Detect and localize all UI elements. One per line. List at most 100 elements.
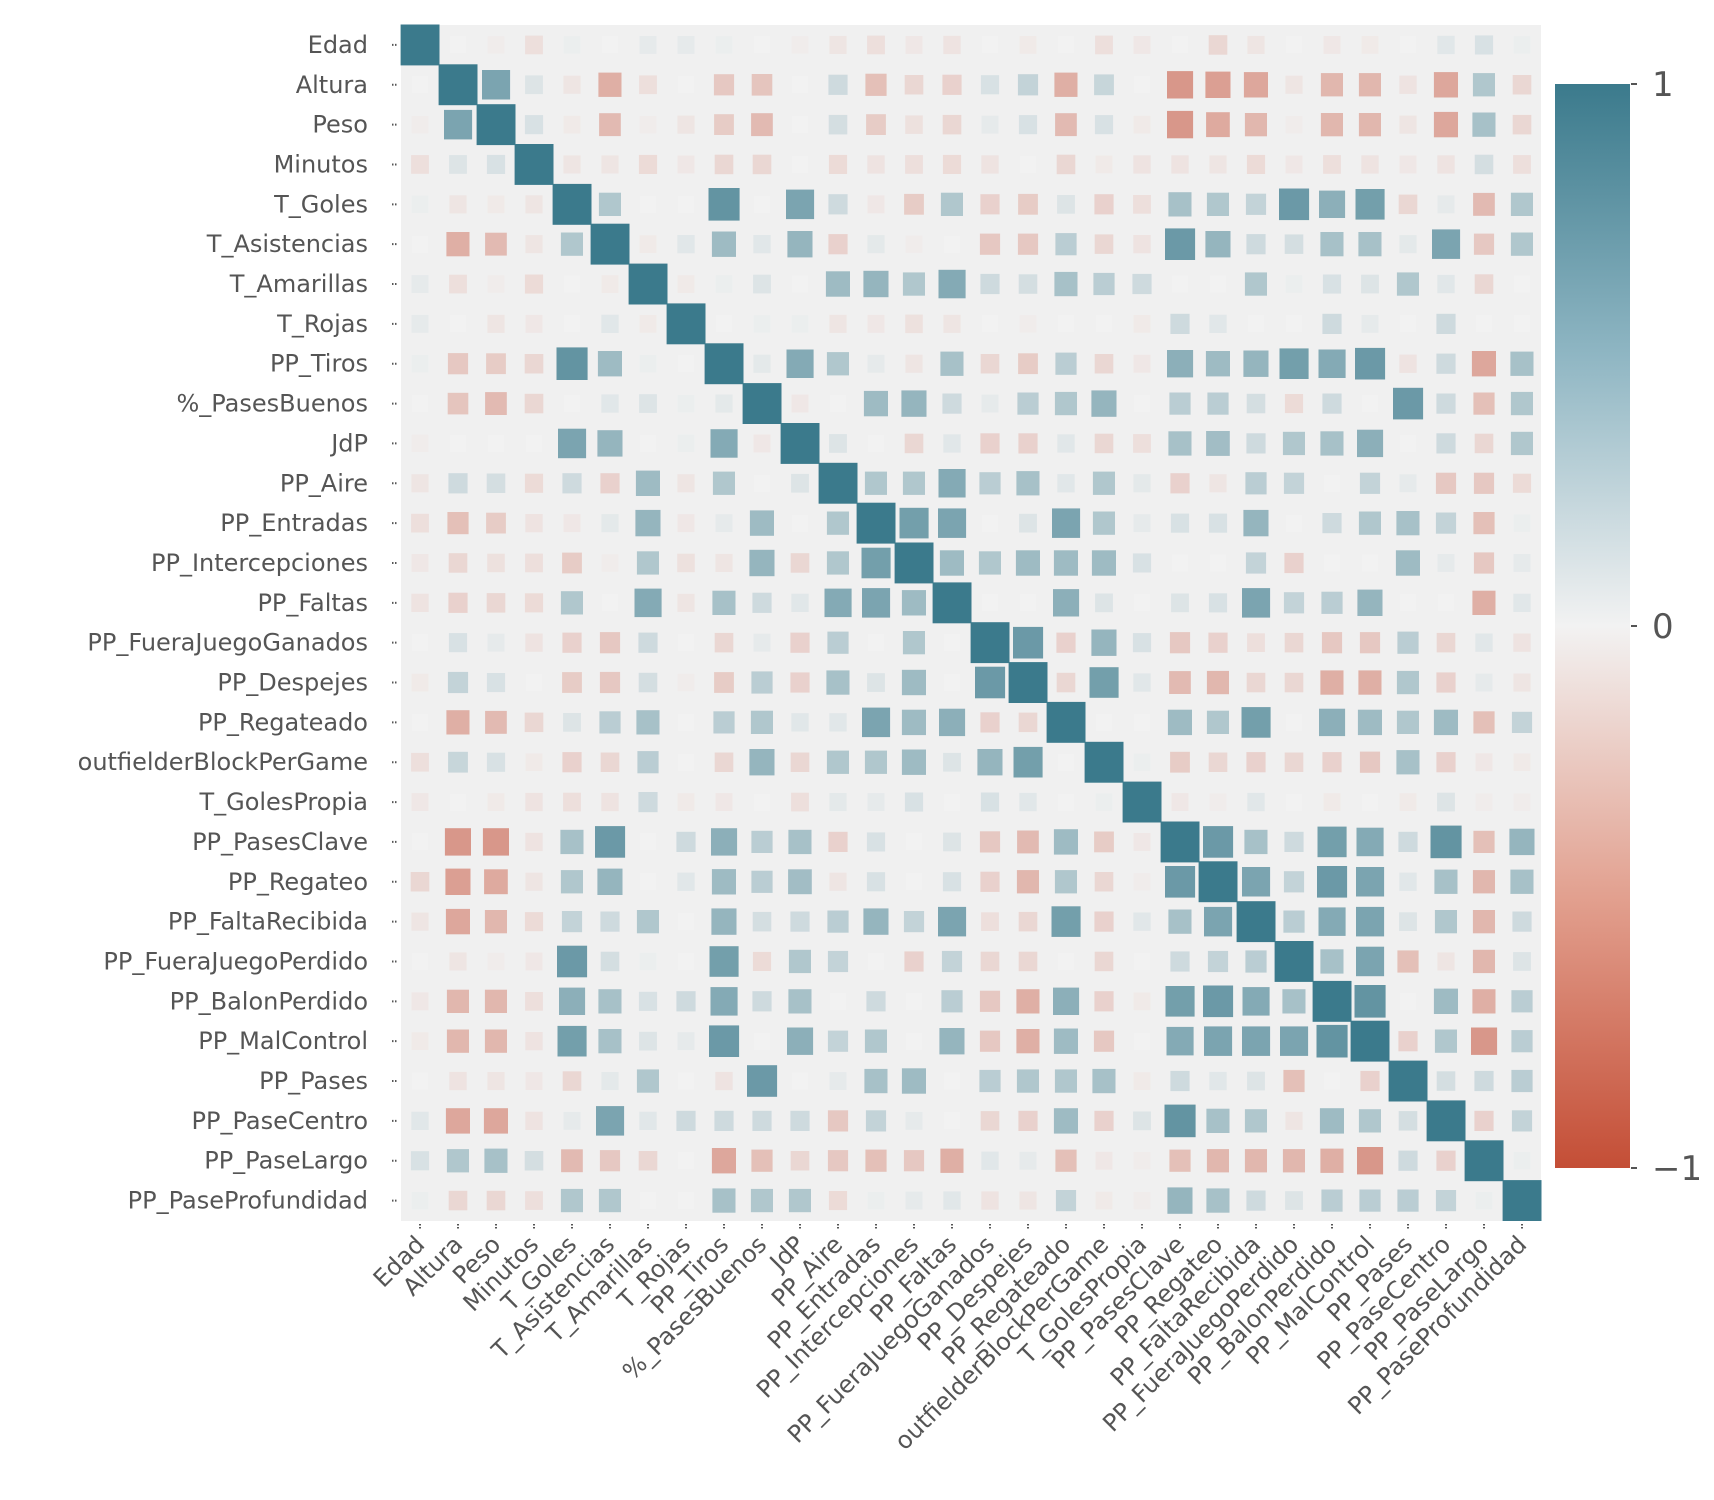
heatmap-cell-%_PasesBuenos-T_GolesPropia [1133,395,1151,413]
heatmap-cell-PP_Aire-PP_MalControl [1359,472,1381,494]
heatmap-cell-Edad-PP_Regateado [1057,36,1075,54]
heatmap-cell-PP_Aire-PP_Entradas [864,471,887,495]
heatmap-cell-PP_PasesClave-PP_Regateado [1053,829,1078,855]
heatmap-cell-PP_Intercepciones-PP_PasesClave [1171,554,1189,572]
heatmap-cell-T_GolesPropia-PP_FaltaRecibida [1247,792,1265,812]
heatmap-cell-Minutos-PP_Aire [828,154,848,174]
heatmap-cell-PP_PaseCentro-T_Asistencias [596,1106,625,1136]
heatmap-cell-PP_FueraJuegoPerdido-PP_Regateado [1057,953,1075,970]
heatmap-cell-Peso-PP_Faltas [942,114,962,135]
heatmap-cell-PP_PaseProfundidad-PP_Despejes [1019,1191,1037,1210]
heatmap-cell-PP_FaltaRecibida-PP_Regateado [1051,906,1081,937]
heatmap-cell-PP_Faltas-Peso [486,593,506,613]
heatmap-cell-T_Goles-T_Goles [552,183,592,225]
heatmap-cell-PP_Despejes-PP_Faltas [943,674,961,691]
heatmap-cell-PP_FaltaRecibida-outfielderBlockPerGame [1094,911,1114,932]
heatmap-cell-PP_Despejes-PP_PaseProfundidad [1513,673,1531,692]
heatmap-cell-PP_FueraJuegoGanados-outfielderBlockPerGame [1091,629,1117,656]
heatmap-cell-Minutos-PP_Faltas [942,154,962,174]
heatmap-cell-T_Asistencias-JdP [787,231,813,258]
heatmap-cell-Edad-PP_PaseProfundidad [1513,36,1531,54]
heatmap-cell-T_Rojas-PP_Regateo [1209,314,1227,333]
heatmap-cell-PP_BalonPerdido-T_Amarillas [638,991,658,1011]
heatmap-cell-PP_FaltaRecibida-T_GolesPropia [1133,912,1151,931]
heatmap-cell-outfielderBlockPerGame-T_GolesPropia [1133,753,1151,771]
heatmap-cell-Altura-PP_PaseCentro [1433,72,1458,98]
heatmap-cell-PP_Faltas-Minutos [524,593,544,613]
heatmap-cell-T_GolesPropia-outfielderBlockPerGame [1095,793,1113,811]
heatmap-cell-Edad-Edad [400,24,440,66]
heatmap-cell-PP_Entradas-T_Amarillas [635,509,661,537]
y-axis-labels: Edad Altura Peso Minutos T_Goles T_Asistencia… [78,31,398,1215]
heatmap-cell-Peso-PP_Tiros [714,114,734,135]
heatmap-cell-T_Amarillas-PP_FaltaRecibida [1244,272,1267,296]
colorbar-gradient [1555,84,1630,1168]
heatmap-cell-PP_Despejes-Edad [411,673,429,692]
heatmap-cell-PP_Intercepciones-%_PasesBuenos [749,549,775,577]
heatmap-cell-PP_PaseLargo-T_Amarillas [638,1151,658,1171]
heatmap-cell-T_Asistencias-T_Amarillas [639,235,657,253]
heatmap-cell-T_Asistencias-PP_Regateo [1205,231,1231,258]
heatmap-cell-PP_FueraJuegoPerdido-T_Goles [557,945,588,978]
heatmap-cell-PP_Tiros-PP_Aire [826,352,849,376]
heatmap-cell-PP_PaseLargo-PP_Regateado [1055,1149,1077,1172]
heatmap-cell-T_GolesPropia-Altura [449,793,467,811]
heatmap-cell-Altura-JdP [791,76,809,94]
heatmap-cell-T_Amarillas-T_GolesPropia [1132,273,1152,295]
heatmap-cell-outfielderBlockPerGame-Peso [486,752,506,772]
heatmap-cell-Minutos-PP_Intercepciones [905,155,923,174]
heatmap-cell-%_PasesBuenos-PP_BalonPerdido [1322,393,1342,414]
heatmap-cell-T_Rojas-PP_MalControl [1361,314,1379,333]
heatmap-cell-PP_Tiros-Peso [486,353,506,375]
heatmap-cell-JdP-PP_FueraJuegoPerdido [1282,431,1305,456]
heatmap-cell-T_Rojas-PP_FaltaRecibida [1247,315,1265,333]
heatmap-cell-%_PasesBuenos-PP_Pases [1393,387,1424,420]
heatmap-cell-outfielderBlockPerGame-PP_Tiros [714,752,734,772]
heatmap-cell-PP_Intercepciones-T_Rojas [677,553,695,573]
heatmap-cell-PP_Aire-PP_FaltaRecibida [1245,472,1267,495]
heatmap-cell-T_Amarillas-PP_Tiros [715,275,733,293]
heatmap-cell-PP_PaseProfundidad-PP_Aire [828,1191,848,1211]
heatmap-cell-PP_FueraJuegoGanados-T_Goles [562,632,582,653]
heatmap-cell-PP_FaltaRecibida-PP_PaseLargo [1472,910,1495,934]
heatmap-cell-PP_MalControl-PP_PaseLargo [1471,1027,1498,1055]
heatmap-cell-PP_Tiros-PP_PaseLargo [1471,351,1496,377]
heatmap-cell-PP_Faltas-Altura [448,592,468,613]
heatmap-cell-T_GolesPropia-PP_PaseProfundidad [1513,793,1531,811]
heatmap-cell-T_Goles-PP_FaltaRecibida [1245,193,1267,215]
heatmap-cell-T_Rojas-Edad [411,314,429,333]
heatmap-cell-%_PasesBuenos-PP_PaseProfundidad [1510,391,1533,416]
heatmap-cell-T_Asistencias-PP_Regateado [1055,233,1077,256]
heatmap-cell-T_Asistencias-T_Asistencias [590,223,630,265]
heatmap-cell-PP_Regateado-PP_Regateo [1206,710,1229,734]
heatmap-cell-PP_PaseLargo-PP_FaltaRecibida [1244,1149,1267,1173]
heatmap-cell-PP_MalControl-T_Asistencias [598,1029,622,1054]
heatmap-cell-PP_Tiros-JdP [786,349,814,378]
heatmap-cell-PP_Regateado-JdP [791,713,809,732]
heatmap-cell-PP_PaseLargo-PP_Pases [1398,1150,1418,1171]
heatmap-cell-Edad-PP_PasesClave [1171,36,1189,54]
heatmap-cell-T_Amarillas-PP_Intercepciones [902,272,925,296]
heatmap-cell-PP_Regateado-T_Amarillas [636,710,660,735]
heatmap-cell-PP_Regateo-Peso [484,869,508,895]
heatmap-cell-T_GolesPropia-T_Goles [563,792,581,812]
heatmap-cell-T_Rojas-T_Asistencias [601,314,619,333]
heatmap-cell-PP_Faltas-PP_PaseCentro [1437,594,1455,612]
heatmap-cell-PP_Regateo-PP_Entradas [866,872,886,892]
heatmap-cell-PP_Regateo-T_Amarillas [639,873,657,891]
y-tick-label: T_Asistencias [206,230,368,258]
heatmap-cell-Minutos-PP_PasesClave [1171,155,1189,174]
heatmap-cell-T_GolesPropia-PP_BalonPerdido [1323,793,1341,811]
y-tick-label: Peso [312,111,368,139]
heatmap-cell-PP_BalonPerdido-T_GolesPropia [1133,992,1151,1011]
heatmap-cell-T_Goles-PP_Regateo [1206,192,1229,216]
heatmap-cell-PP_BalonPerdido-PP_Faltas [941,990,963,1013]
heatmap-cell-PP_Entradas-Peso [486,512,506,534]
heatmap-cell-Edad-T_Goles [563,36,581,54]
heatmap-cell-T_Goles-PP_PasesClave [1168,192,1192,217]
heatmap-cell-PP_Aire-PP_PaseLargo [1473,472,1495,494]
heatmap-cell-T_GolesPropia-PP_Pases [1399,793,1417,811]
heatmap-cell-PP_Despejes-PP_FaltaRecibida [1246,672,1266,693]
heatmap-cell-outfielderBlockPerGame-Altura [448,751,468,773]
heatmap-cell-T_Goles-PP_Tiros [708,188,740,221]
